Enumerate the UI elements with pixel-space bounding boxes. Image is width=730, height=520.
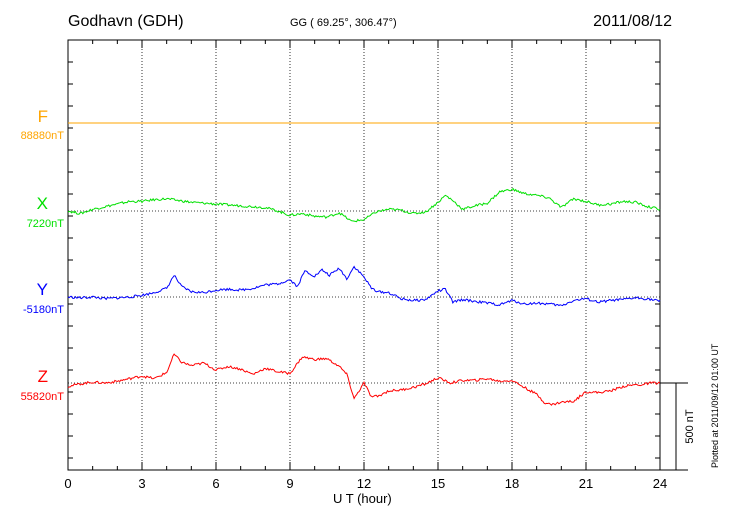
x-tick-label: 9 bbox=[286, 476, 293, 491]
x-tick-label: 24 bbox=[653, 476, 667, 491]
x-tick-label: 15 bbox=[431, 476, 445, 491]
x-tick-label: 12 bbox=[357, 476, 371, 491]
x-tick-label: 18 bbox=[505, 476, 519, 491]
plot-frame bbox=[68, 40, 660, 470]
x-tick-label: 6 bbox=[212, 476, 219, 491]
x-tick-label: 0 bbox=[64, 476, 71, 491]
x-tick-label: 3 bbox=[138, 476, 145, 491]
x-tick-label: 21 bbox=[579, 476, 593, 491]
scale-bar-label: 500 nT bbox=[684, 409, 696, 444]
